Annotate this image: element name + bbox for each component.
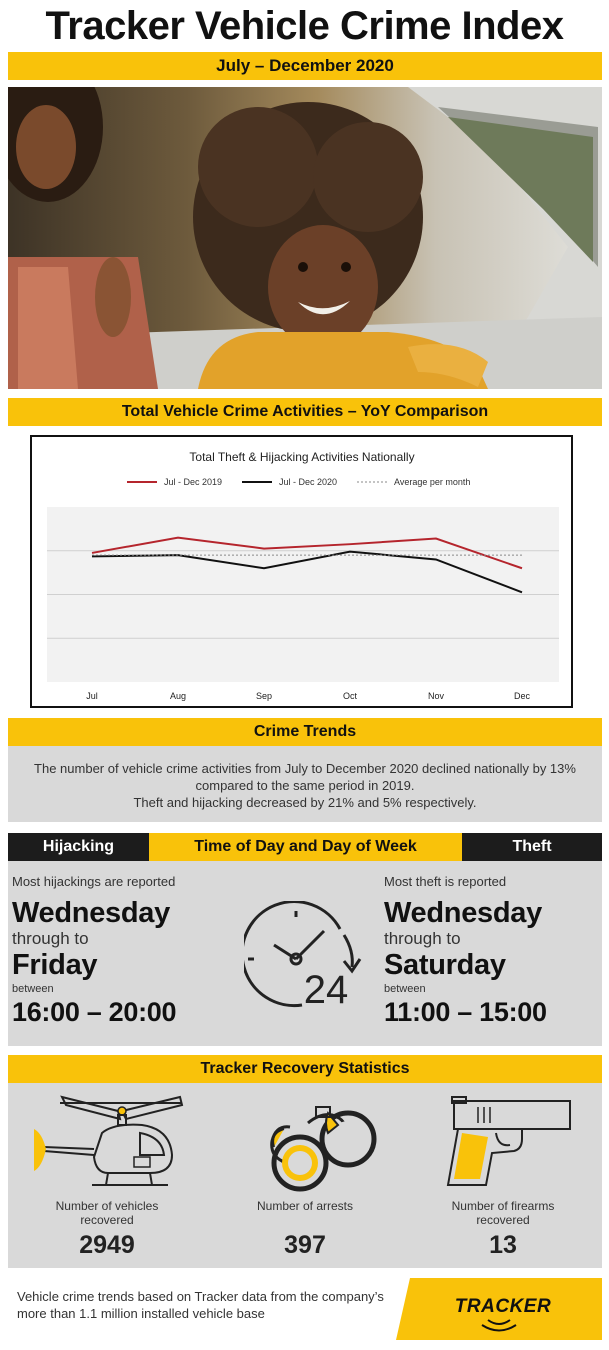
theft-between: between: [384, 983, 426, 995]
hero-photo: [8, 87, 602, 389]
theft-intro: Most theft is reported: [384, 874, 507, 889]
legend-label-2020: Jul - Dec 2020: [279, 477, 337, 487]
chart-legend: Jul - Dec 2019 Jul - Dec 2020 Average pe…: [127, 477, 470, 487]
chart-series: [91, 536, 523, 594]
hijacking-day-to: Friday: [12, 949, 98, 981]
hijacking-between: between: [12, 983, 54, 995]
firearms-label-line2: recovered: [476, 1213, 530, 1227]
pistol-icon: [446, 1096, 571, 1186]
recovery-firearms: Number of firearms recovered 13: [404, 1083, 602, 1260]
theft-time: 11:00 – 15:00: [384, 997, 547, 1027]
footer-note: Vehicle crime trends based on Tracker da…: [17, 1288, 397, 1322]
x-tick-label: Nov: [428, 691, 445, 701]
time-of-day-header: Hijacking Time of Day and Day of Week Th…: [8, 833, 602, 861]
hijacking-intro: Most hijackings are reported: [12, 874, 176, 889]
trends-line-2: compared to the same period in 2019.: [195, 778, 415, 793]
theft-day-from: Wednesday: [384, 897, 542, 929]
series-line-1: [91, 550, 523, 594]
page-title: Tracker Vehicle Crime Index: [45, 4, 564, 48]
clock-24-icon: 24: [240, 900, 374, 1016]
x-tick-label: Jul: [86, 691, 98, 701]
time-of-day-heading: Time of Day and Day of Week: [149, 833, 462, 861]
legend-label-average: Average per month: [394, 477, 470, 487]
series-line-0: [91, 536, 523, 570]
chart-title: Total Theft & Hijacking Activities Natio…: [189, 450, 414, 464]
theft-through: through to: [384, 929, 461, 948]
hijacking-through: through to: [12, 929, 89, 948]
logo-wordmark: TRACKER: [454, 1296, 552, 1317]
arrests-value: 397: [284, 1231, 326, 1259]
trends-line-3: Theft and hijacking decreased by 21% and…: [133, 795, 477, 810]
hijacking-time: 16:00 – 20:00: [12, 997, 177, 1027]
firearms-value: 13: [489, 1231, 517, 1259]
theft-day-to: Saturday: [384, 949, 506, 981]
theft-column: Most theft is reported Wednesday through…: [384, 861, 609, 1028]
footer-line-2: more than 1.1 million installed vehicle …: [17, 1306, 265, 1321]
handcuffs-icon: [270, 1106, 377, 1192]
hijacking-label: Hijacking: [8, 833, 149, 861]
footer-line-1: Vehicle crime trends based on Tracker da…: [17, 1289, 384, 1304]
crime-trends-heading: Crime Trends: [8, 718, 602, 746]
recovery-panel: Number of vehicles recovered 2949 Number…: [8, 1083, 602, 1268]
recovery-arrests: Number of arrests 397: [206, 1083, 404, 1260]
recovery-heading: Tracker Recovery Statistics: [8, 1055, 602, 1083]
x-tick-label: Oct: [343, 691, 358, 701]
chart-x-ticks: Jul Aug Sep Oct Nov Dec: [86, 691, 530, 701]
tracker-logo: TRACKER: [396, 1274, 602, 1340]
x-tick-label: Sep: [256, 691, 272, 701]
hijacking-column: Most hijackings are reported Wednesday t…: [12, 861, 242, 1028]
recovery-vehicles: Number of vehicles recovered 2949: [8, 1083, 206, 1260]
arrests-label-line1: Number of arrests: [256, 1199, 354, 1213]
legend-label-2019: Jul - Dec 2019: [164, 477, 222, 487]
clock-label: 24: [304, 968, 349, 1011]
period-subtitle: July – December 2020: [8, 52, 602, 80]
hijacking-day-from: Wednesday: [12, 897, 170, 929]
crime-trends-panel: The number of vehicle crime activities f…: [8, 746, 602, 822]
trends-line-1: The number of vehicle crime activities f…: [34, 761, 576, 776]
x-tick-label: Aug: [170, 691, 186, 701]
vehicles-label-line2: recovered: [80, 1213, 134, 1227]
theft-label: Theft: [462, 833, 602, 861]
arrests-label: Number of arrests: [206, 1199, 404, 1227]
x-tick-label: Dec: [514, 691, 531, 701]
line-chart: Total Theft & Hijacking Activities Natio…: [30, 435, 573, 708]
vehicles-label-line1: Number of vehicles: [55, 1199, 159, 1213]
firearms-label-line1: Number of firearms: [451, 1199, 555, 1213]
time-of-day-panel: Most hijackings are reported Wednesday t…: [8, 861, 602, 1046]
helicopter-icon: [34, 1095, 184, 1186]
vehicles-label: Number of vehicles recovered: [8, 1199, 206, 1227]
firearms-label: Number of firearms recovered: [404, 1199, 602, 1227]
vehicles-value: 2949: [79, 1231, 135, 1259]
chart-section-heading: Total Vehicle Crime Activities – YoY Com…: [8, 398, 602, 426]
